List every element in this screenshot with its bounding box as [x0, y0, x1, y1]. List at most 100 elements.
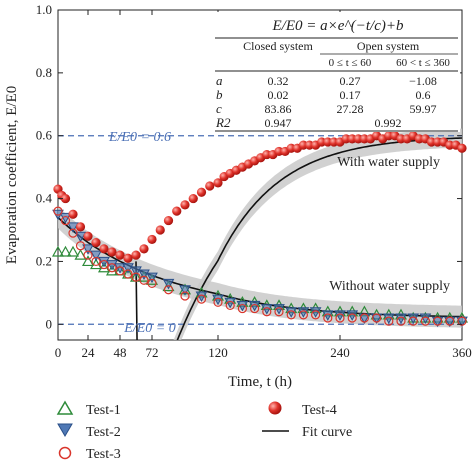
test-2-point — [67, 222, 79, 233]
x-tick-label: 24 — [82, 345, 96, 360]
legend-marker-test4 — [268, 401, 282, 415]
test-4-point — [180, 200, 190, 210]
param-r2: R2 — [215, 115, 231, 130]
annotation-with-water: With water supply — [337, 155, 440, 170]
test-3-point — [75, 241, 86, 251]
test-3-point — [60, 215, 71, 226]
c-open-2: 59.97 — [410, 102, 437, 116]
test-3-point — [384, 316, 394, 326]
test-3-point — [225, 300, 235, 311]
legend-label-test3: Test-3 — [86, 447, 121, 462]
test-4-point — [155, 225, 165, 235]
header-closed: Closed system — [243, 39, 313, 53]
test-2-point — [74, 231, 87, 243]
test-3-point — [131, 272, 141, 282]
test-4-point — [205, 181, 215, 191]
a-open-2: −1.08 — [409, 74, 437, 88]
test-1-point — [59, 245, 72, 257]
test-4-point — [172, 206, 182, 216]
test-2-point — [179, 285, 191, 296]
formula-title: E/E0 = a×e^(−t/c)+b — [272, 18, 404, 34]
test-3-point — [457, 316, 467, 326]
test-3-point — [262, 307, 272, 317]
test-3-point — [237, 303, 247, 314]
legend-label-test2: Test-2 — [86, 425, 121, 440]
test-3-point — [68, 228, 78, 238]
test-3-point — [372, 313, 382, 323]
test-3-point — [311, 310, 321, 320]
test-4-point — [83, 231, 93, 241]
ref-label-0.6: E/E0 = 0.6 — [108, 130, 171, 145]
test-2-point — [162, 278, 175, 290]
a-closed: 0.32 — [268, 74, 289, 88]
header-range-1: 0 ≤ t ≤ 60 — [329, 57, 372, 69]
test-3-point — [396, 316, 406, 326]
band-open — [136, 128, 462, 340]
test-3-point — [163, 285, 174, 295]
test-3-point — [180, 291, 190, 301]
test-3-point — [433, 316, 443, 326]
test-4-point — [107, 247, 117, 257]
param-c: c — [216, 101, 222, 116]
annotation-without-water: Without water supply — [329, 279, 450, 294]
test-3-point — [123, 269, 133, 279]
y-tick-label: 0.8 — [36, 65, 52, 80]
test-2-point — [146, 272, 158, 284]
test-3-point — [213, 297, 223, 307]
test-3-point — [274, 307, 284, 317]
y-axis-title: Evaporation coefficient, E/E0 — [4, 86, 20, 264]
test-2-point — [130, 266, 142, 277]
y-tick-label: 0.2 — [36, 253, 52, 268]
test-4-point — [75, 222, 86, 232]
data-points — [51, 131, 469, 328]
y-tick-label: 0.4 — [36, 191, 53, 206]
test-4-point — [457, 143, 467, 153]
test-1-point — [74, 248, 87, 260]
test-3-point — [445, 316, 455, 326]
test-3-point — [83, 250, 93, 260]
legend-marker-test3 — [58, 446, 72, 460]
y-tick-label: 0 — [46, 316, 53, 331]
test-3-point — [347, 313, 357, 323]
test-3-point — [250, 303, 260, 314]
x-tick-label: 360 — [452, 345, 472, 360]
test-3-point — [359, 313, 369, 323]
param-a: a — [216, 73, 223, 88]
r2-closed: 0.947 — [265, 116, 292, 130]
y-tick-label: 0.6 — [36, 128, 53, 143]
test-4-point — [163, 215, 174, 226]
fit-line-open — [135, 137, 462, 340]
x-tick-label: 240 — [330, 345, 350, 360]
test-4-point — [123, 253, 133, 263]
test-2-point — [122, 263, 134, 274]
b-closed: 0.02 — [268, 88, 289, 102]
plot-frame — [57, 9, 463, 341]
test-3-point — [323, 313, 333, 323]
test-4-point — [99, 244, 109, 254]
test-4-point — [139, 244, 149, 254]
test-3-point — [107, 263, 117, 273]
test-4-point — [68, 209, 78, 219]
test-3-point — [147, 278, 157, 289]
legend-marker-test1 — [56, 400, 74, 415]
test-1-point — [66, 245, 80, 257]
test-3-point — [115, 266, 125, 276]
test-4-point — [213, 178, 223, 188]
legend: Test-1 Test-2 Test-3 Test-4 Fit curve — [56, 400, 352, 462]
r2-open: 0.992 — [375, 116, 402, 130]
header-range-2: 60 < t ≤ 360 — [396, 57, 450, 69]
test-4-point — [91, 237, 101, 248]
test-4-point — [115, 250, 125, 260]
param-b: b — [216, 87, 223, 102]
formula-table: E/E0 = a×e^(−t/c)+b Closed system Open s… — [212, 12, 460, 132]
x-tick-label: 0 — [55, 345, 62, 360]
legend-label-test4: Test-4 — [302, 403, 337, 418]
c-open-1: 27.28 — [337, 102, 364, 116]
test-2-point — [82, 244, 94, 255]
axes: 0 24 48 72 120 240 360 0 0.2 0.4 0.6 0.8 1.0 — [36, 2, 472, 360]
y-tick-label: 1.0 — [36, 2, 52, 17]
legend-label-test1: Test-1 — [86, 403, 121, 418]
test-3-point — [91, 256, 101, 267]
test-3-point — [286, 310, 296, 320]
